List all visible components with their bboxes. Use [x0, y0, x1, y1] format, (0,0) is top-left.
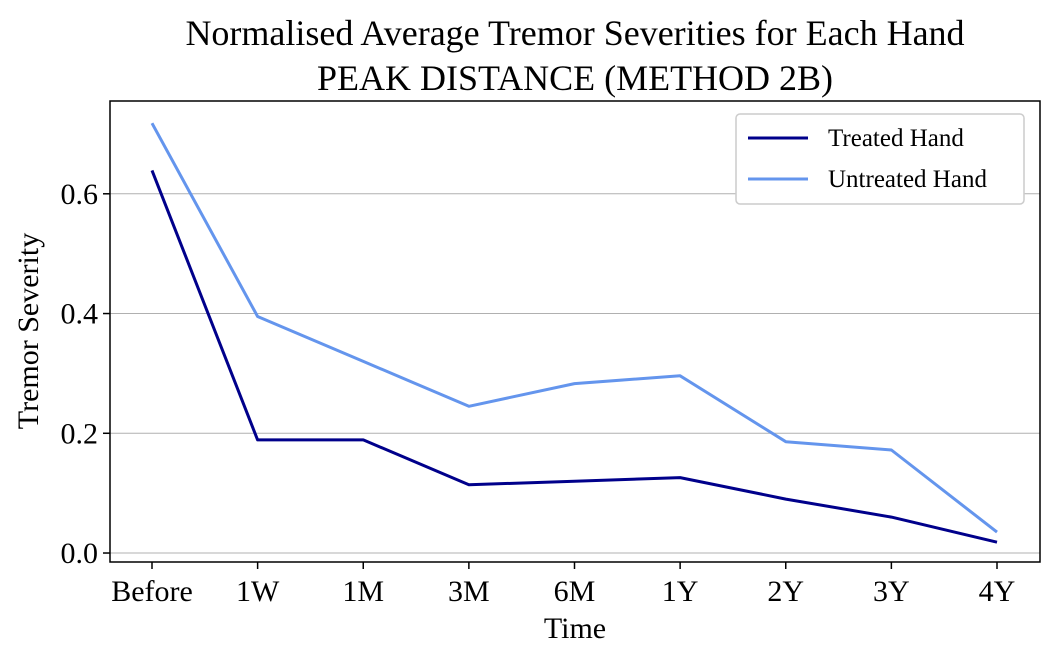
- y-tick-label: 0.6: [61, 178, 99, 211]
- x-tick-label: 6M: [554, 575, 596, 608]
- y-tick-label: 0.0: [61, 537, 99, 570]
- gridlines: [110, 193, 1040, 554]
- series-lines: [150, 122, 998, 544]
- x-tick-label: 1Y: [662, 575, 699, 608]
- y-axis-label: Tremor Severity: [12, 233, 45, 429]
- x-tick-label: 3Y: [873, 575, 910, 608]
- chart-subtitle: PEAK DISTANCE (METHOD 2B): [317, 58, 833, 98]
- legend-label: Untreated Hand: [828, 166, 987, 193]
- y-axis: 0.0 0.2 0.4 0.6: [61, 178, 110, 570]
- y-tick-label: 0.2: [61, 417, 99, 450]
- x-tick-label: 2Y: [767, 575, 804, 608]
- series-line-untreated-hand: [150, 122, 998, 534]
- x-tick-label: 4Y: [979, 575, 1016, 608]
- x-axis: Before 1W 1M 3M 6M 1Y 2Y 3Y 4Y: [111, 562, 1015, 608]
- chart-title: Normalised Average Tremor Severities for…: [185, 13, 964, 53]
- x-tick-label: 1W: [236, 575, 280, 608]
- x-axis-label: Time: [544, 612, 606, 645]
- x-tick-label: Before: [111, 575, 193, 608]
- x-tick-label: 3M: [448, 575, 490, 608]
- series-line-treated-hand: [150, 169, 998, 544]
- y-tick-label: 0.4: [61, 298, 99, 331]
- x-tick-label: 1M: [342, 575, 384, 608]
- legend-label: Treated Hand: [828, 125, 964, 152]
- legend: Treated Hand Untreated Hand: [735, 113, 1025, 205]
